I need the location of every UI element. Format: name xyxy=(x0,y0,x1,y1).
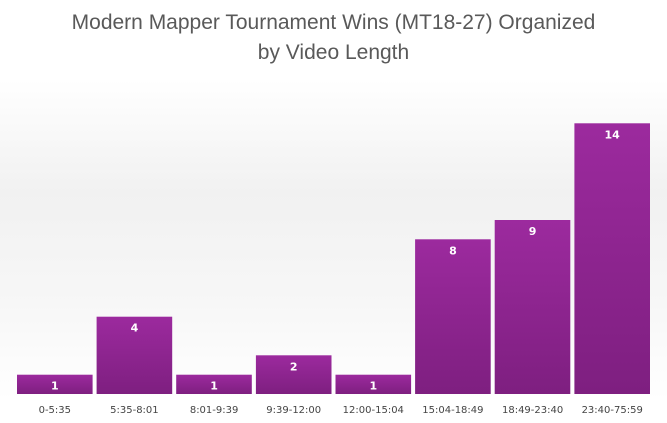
chart-title: Modern Mapper Tournament Wins (MT18-27) … xyxy=(0,8,667,68)
x-tick-label-2: 8:01-9:39 xyxy=(190,405,239,416)
bar-5 xyxy=(415,239,491,394)
bar-value-label-7: 14 xyxy=(605,128,621,141)
x-tick-label-7: 23:40-75:59 xyxy=(582,405,643,416)
x-tick-label-3: 9:39-12:00 xyxy=(266,405,321,416)
bar-value-label-3: 2 xyxy=(290,360,298,373)
x-tick-label-1: 5:35-8:01 xyxy=(110,405,159,416)
x-tick-label-4: 12:00-15:04 xyxy=(343,405,404,416)
bar-value-label-6: 9 xyxy=(529,225,537,238)
chart-title-line-1: Modern Mapper Tournament Wins (MT18-27) … xyxy=(71,11,596,34)
bar-value-label-5: 8 xyxy=(449,244,457,257)
bar-6 xyxy=(494,220,571,394)
bar-value-label-0: 1 xyxy=(51,380,59,393)
x-tick-label-5: 15:04-18:49 xyxy=(422,405,483,416)
bar-2 xyxy=(176,374,252,394)
bar-1 xyxy=(96,316,173,394)
bar-value-label-4: 1 xyxy=(369,380,377,393)
chart-title-line-2: by Video Length xyxy=(257,41,410,64)
bar-value-label-2: 1 xyxy=(210,380,218,393)
bar-7 xyxy=(574,123,650,395)
x-tick-label-6: 18:49-23:40 xyxy=(502,405,563,416)
bar-4 xyxy=(335,374,412,394)
bar-value-label-1: 4 xyxy=(131,322,139,335)
bar-3 xyxy=(255,355,332,394)
bar-0 xyxy=(17,374,93,394)
x-tick-label-0: 0-5:35 xyxy=(39,405,71,416)
